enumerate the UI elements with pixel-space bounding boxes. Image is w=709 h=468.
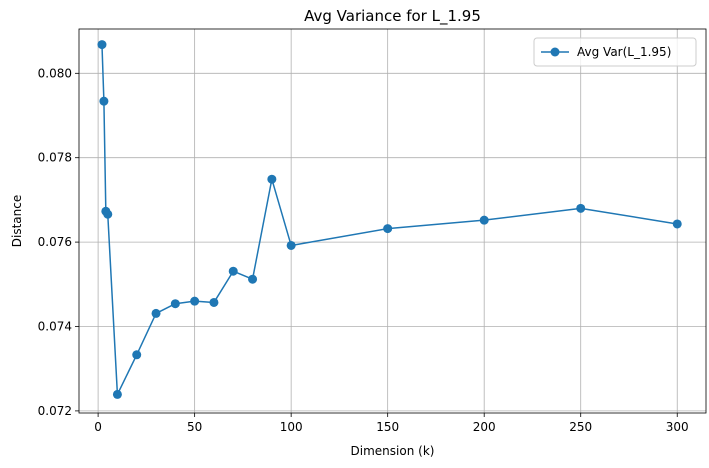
y-tick-label: 0.074: [38, 319, 72, 333]
data-point: [672, 219, 682, 229]
y-axis-label: Distance: [10, 195, 24, 247]
data-point: [228, 266, 238, 276]
data-point: [99, 96, 109, 106]
grid: [79, 29, 706, 413]
data-point: [132, 350, 142, 360]
x-tick-label: 150: [376, 420, 399, 434]
data-point: [383, 224, 393, 234]
x-axis: 0 50 100 150 200 250 300: [94, 413, 689, 434]
x-tick-label: 250: [569, 420, 592, 434]
x-tick-label: 300: [666, 420, 689, 434]
data-point: [209, 297, 219, 307]
legend-label: Avg Var(L_1.95): [577, 45, 671, 59]
y-tick-label: 0.072: [38, 404, 72, 418]
x-tick-label: 200: [473, 420, 496, 434]
x-axis-label: Dimension (k): [351, 444, 435, 458]
x-tick-label: 50: [187, 420, 202, 434]
data-point: [267, 174, 277, 184]
data-point: [103, 209, 113, 219]
data-point: [151, 308, 161, 318]
chart-title: Avg Variance for L_1.95: [304, 7, 481, 26]
y-axis: 0.072 0.074 0.076 0.078 0.080: [38, 66, 79, 418]
legend-marker-swatch: [550, 47, 560, 57]
data-point: [248, 274, 258, 284]
x-tick-label: 0: [94, 420, 102, 434]
legend: Avg Var(L_1.95): [533, 37, 697, 67]
data-point: [97, 40, 107, 50]
x-tick-label: 100: [280, 420, 303, 434]
legend-box: [533, 37, 697, 67]
data-point: [170, 299, 180, 309]
data-point: [479, 215, 489, 225]
data-point: [112, 389, 122, 399]
y-tick-label: 0.080: [38, 66, 72, 80]
y-tick-label: 0.078: [38, 151, 72, 165]
y-tick-label: 0.076: [38, 235, 72, 249]
plot-frame: [78, 28, 707, 414]
data-point: [286, 240, 296, 250]
series-layer: [97, 40, 682, 399]
data-point: [190, 296, 200, 306]
data-point: [576, 203, 586, 213]
